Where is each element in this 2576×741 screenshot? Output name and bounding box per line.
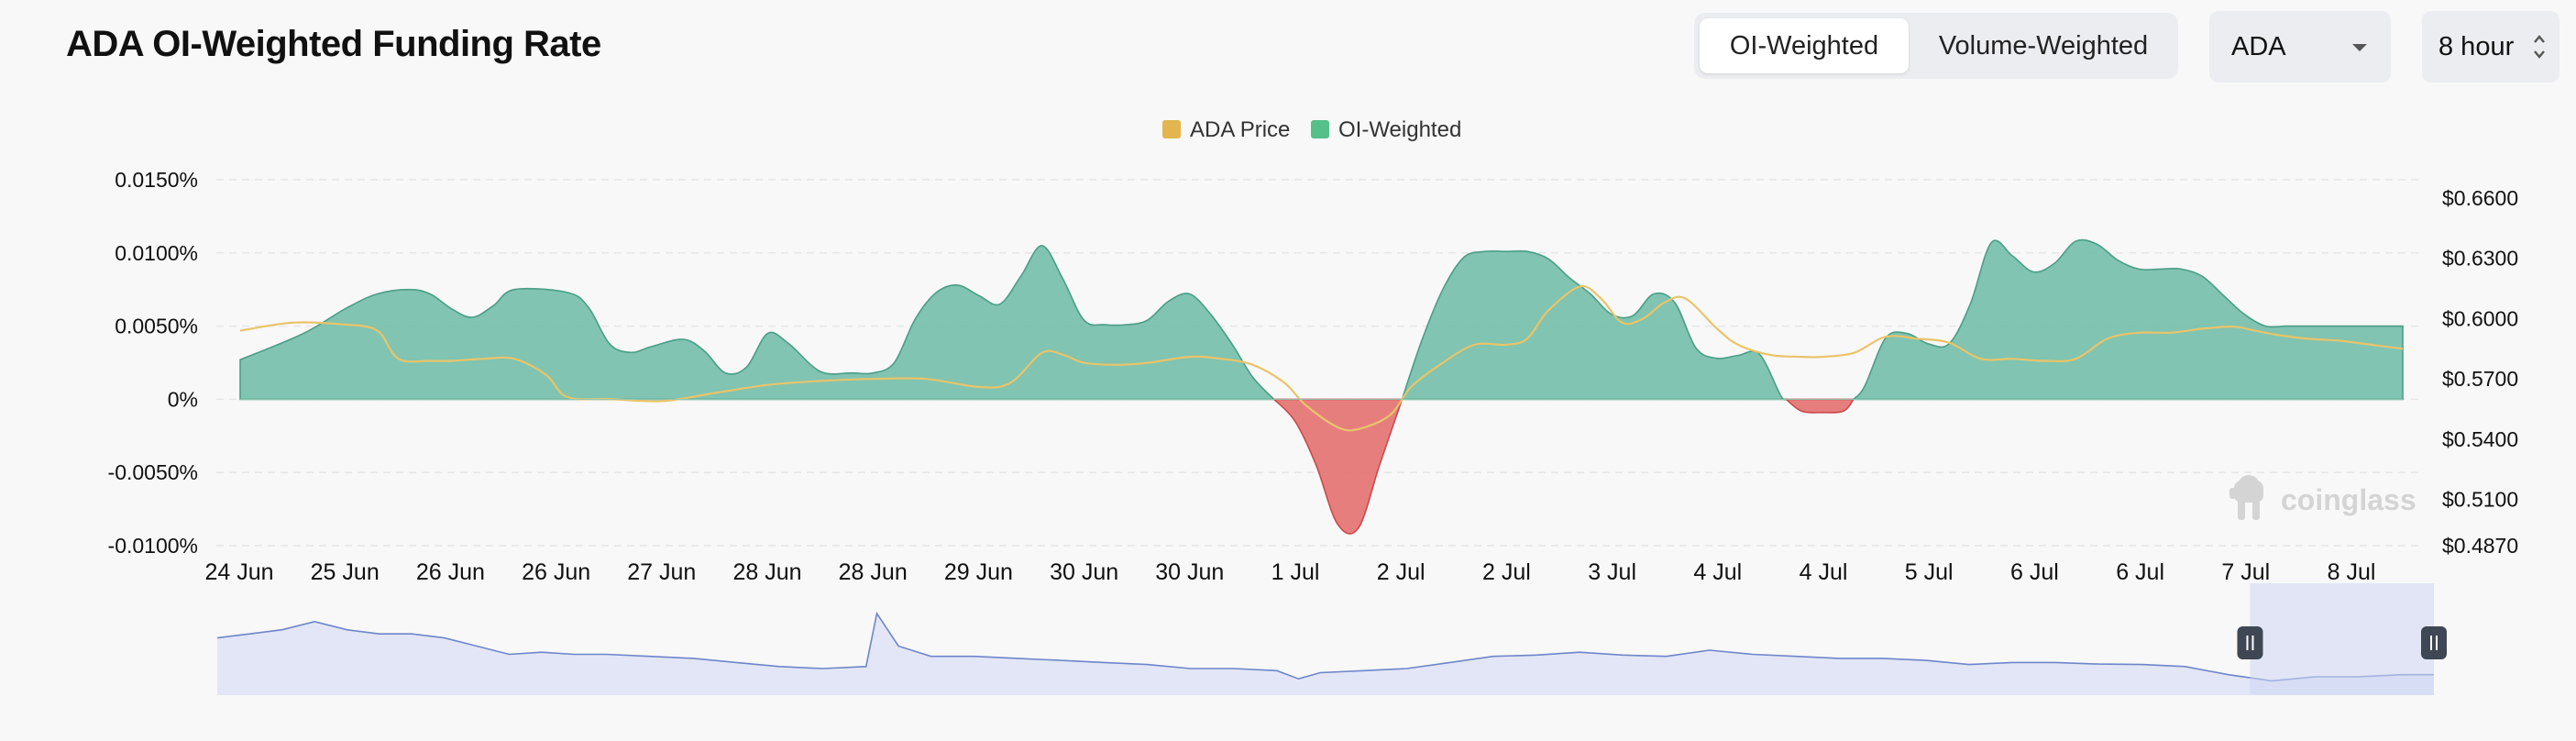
x-tick-label: 8 Jul [2328,559,2376,585]
y-right-tick-label: $0.6000 [2442,306,2518,330]
watermark: coinglass [2229,475,2416,520]
oi-area-positive [239,245,1276,401]
legend-label-price[interactable]: ADA Price [1190,117,1290,142]
x-tick-label: 26 Jun [522,559,590,585]
oi-area-negative [1271,396,1404,535]
y-right-tick-label: $0.6600 [2442,186,2518,210]
chevron-down-icon [2352,44,2367,51]
y-left-tick-label: -0.0100% [108,534,198,558]
interval-select[interactable]: 8 hour [2422,11,2559,83]
y-right-tick-label: $0.4870 [2442,534,2518,558]
navigator-handle-left[interactable] [2237,626,2263,659]
y-left-tick-label: 0.0050% [115,315,198,338]
range-navigator[interactable] [216,583,2447,695]
y-right-tick-label: $0.5400 [2442,427,2518,451]
x-tick-label: 26 Jun [416,559,485,585]
handle-grip-icon [2237,626,2263,659]
x-tick-label: 6 Jul [2010,559,2059,585]
x-tick-label: 7 Jul [2221,559,2270,585]
legend-swatch-oi [1311,120,1329,138]
tab-oi-weighted[interactable]: OI-Weighted [1700,18,1909,73]
legend-label-oi[interactable]: OI-Weighted [1338,117,1461,142]
navigator-selected-range[interactable] [2250,583,2434,695]
up-down-chevron-icon [2532,31,2547,62]
watermark-text: coinglass [2281,483,2416,516]
handle-grip-icon [2421,626,2447,659]
x-tick-label: 24 Jun [204,559,273,585]
x-axis: 24 Jun 25 Jun 26 Jun 26 Jun 27 Jun 28 Jun 28 J… [204,559,2375,585]
x-tick-label: 6 Jul [2116,559,2164,585]
x-tick-label: 28 Jun [839,559,908,585]
x-tick-label: 28 Jun [732,559,801,585]
weighting-toggle: OI-Weighted Volume-Weighted [1694,13,2178,79]
coinglass-logo-icon [2229,475,2263,520]
navigator-line [216,611,2434,682]
x-tick-label: 2 Jul [1482,559,1531,585]
x-tick-label: 4 Jul [1800,559,1848,585]
x-tick-label: 4 Jul [1693,559,1742,585]
x-tick-label: 30 Jun [1155,559,1224,585]
series-ada-price-line [239,284,2404,432]
x-tick-label: 30 Jun [1050,559,1118,585]
x-tick-label: 29 Jun [944,559,1013,585]
legend-swatch-price [1162,120,1181,138]
coin-select-value: ADA [2231,32,2286,61]
tab-volume-weighted[interactable]: Volume-Weighted [1938,31,2149,61]
x-tick-label: 3 Jul [1588,559,1636,585]
page-title: ADA OI-Weighted Funding Rate [66,24,601,64]
x-tick-label: 2 Jul [1377,559,1426,585]
y-left-tick-label: 0% [168,387,198,411]
x-tick-label: 27 Jun [627,559,696,585]
y-left-tick-label: 0.0100% [115,241,198,265]
navigator-area [217,613,2434,695]
y-left-tick-label: -0.0050% [108,460,198,484]
x-tick-label: 25 Jun [311,559,380,585]
y-axis-left: 0.0150% 0.0100% 0.0050% 0% -0.0050% -0.0100% [108,168,198,558]
chart-legend: ADA Price OI-Weighted [1162,117,1461,142]
interval-select-value: 8 hour [2438,32,2515,61]
navigator-handle-right[interactable] [2421,626,2447,659]
y-right-tick-label: $0.6300 [2442,247,2518,271]
x-tick-label: 1 Jul [1271,559,1320,585]
oi-area-positive [1852,238,2404,401]
oi-area-positive [1401,249,1789,401]
y-left-tick-label: 0.0150% [115,168,198,192]
y-right-tick-label: $0.5100 [2442,488,2518,512]
y-right-tick-label: $0.5700 [2442,367,2518,391]
series-oi-weighted [239,238,2404,535]
y-axis-right: $0.6600 $0.6300 $0.6000 $0.5700 $0.5400 $0.51… [2442,186,2518,558]
oi-area-negative [1783,398,1855,414]
x-tick-label: 5 Jul [1905,559,1954,585]
coin-select[interactable]: ADA [2209,11,2391,83]
